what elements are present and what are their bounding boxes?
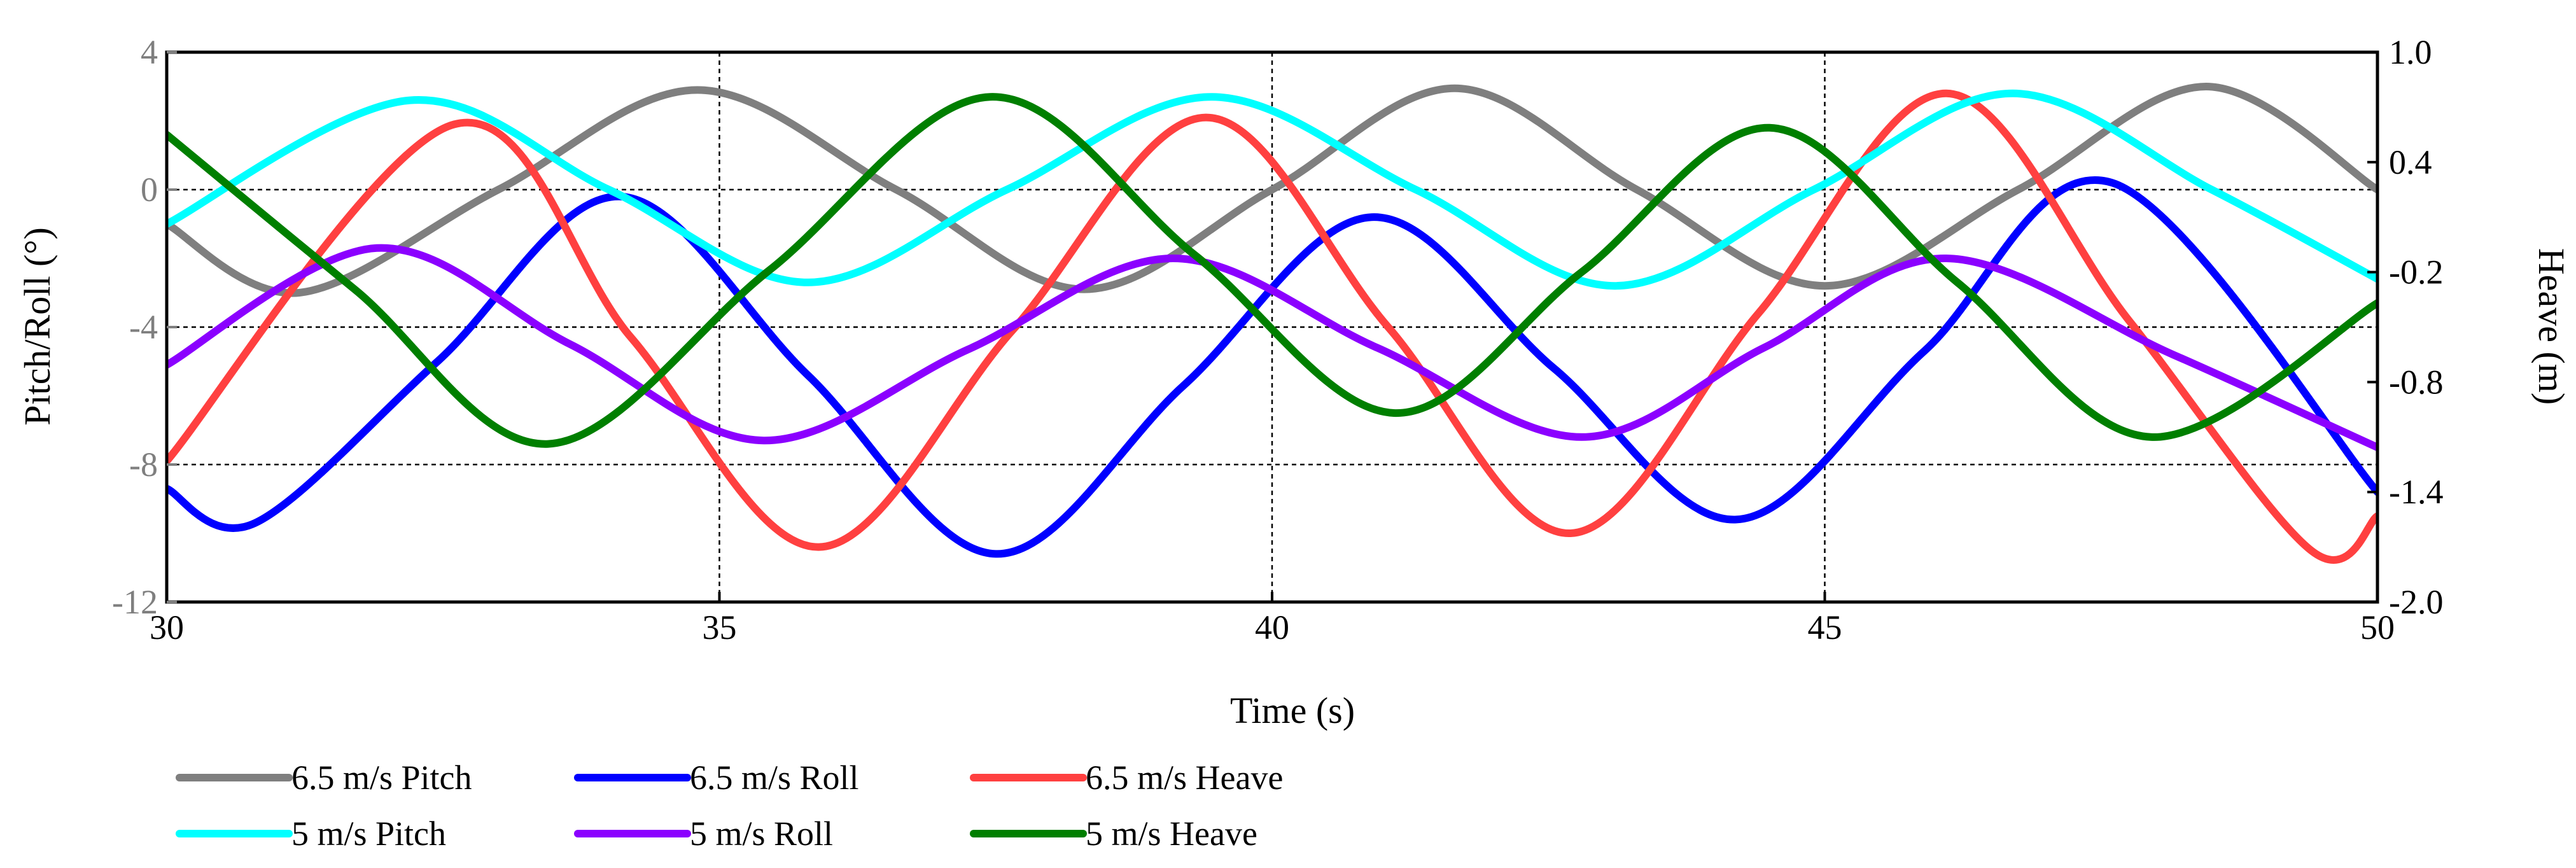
y-left-tick-label: -8 — [129, 445, 158, 484]
x-tick-label: 45 — [1808, 608, 1842, 647]
series-line-5-m-s-roll — [167, 244, 2377, 451]
series-line-6-5-m-s-roll — [167, 176, 2377, 558]
y-left-tick-label: -4 — [129, 308, 158, 346]
y-left-tick-label: 4 — [141, 33, 158, 71]
series-line-6-5-m-s-pitch — [167, 83, 2377, 297]
y-right-tick-label: 1.0 — [2389, 33, 2432, 71]
series-line-5-m-s-pitch — [167, 89, 2377, 290]
legend-item-5-m-s-pitch: 5 m/s Pitch — [176, 815, 446, 853]
y-left-tick-label: -12 — [112, 583, 158, 621]
x-tick-label: 50 — [2360, 608, 2395, 647]
legend-item-6-5-m-s-pitch: 6.5 m/s Pitch — [176, 759, 472, 797]
series-line-6-5-m-s-heave — [167, 89, 2377, 564]
y-left-tick-label: 0 — [141, 171, 158, 209]
legend-item-6-5-m-s-heave: 6.5 m/s Heave — [970, 759, 1283, 797]
series-layer — [167, 83, 2377, 564]
x-tick-label: 40 — [1255, 608, 1289, 647]
legend-label: 5 m/s Heave — [1086, 815, 1257, 853]
x-axis-title: Time (s) — [1230, 690, 1355, 731]
legend-item-5-m-s-heave: 5 m/s Heave — [970, 815, 1257, 853]
series-line-5-m-s-heave — [167, 93, 2377, 448]
legend-label: 5 m/s Pitch — [291, 815, 446, 853]
legend-label: 6.5 m/s Roll — [690, 759, 859, 797]
x-tick-label: 30 — [150, 608, 184, 647]
y-right-tick-label: 0.4 — [2389, 143, 2432, 181]
y-axis-left-title: Pitch/Roll (°) — [17, 227, 58, 426]
legend-label: 5 m/s Roll — [690, 815, 833, 853]
y-right-tick-label: -1.4 — [2389, 473, 2443, 511]
axis-layer: 30 35 40 45 5040-4-8-121.00.4-0.2-0.8-1.4-2.… — [112, 33, 2443, 647]
legend-label: 6.5 m/s Pitch — [291, 759, 472, 797]
y-right-tick-label: -2.0 — [2389, 583, 2443, 621]
legend-item-5-m-s-roll: 5 m/s Roll — [574, 815, 833, 853]
legend: 6.5 m/s Pitch 6.5 m/s Roll 6.5 m/s Heave 5 … — [176, 759, 1283, 853]
x-tick-label: 35 — [703, 608, 737, 647]
y-right-tick-label: -0.2 — [2389, 253, 2443, 291]
legend-item-6-5-m-s-roll: 6.5 m/s Roll — [574, 759, 859, 797]
legend-label: 6.5 m/s Heave — [1086, 759, 1283, 797]
y-right-tick-label: -0.8 — [2389, 363, 2443, 401]
y-axis-right-title: Heave (m) — [2531, 248, 2572, 405]
